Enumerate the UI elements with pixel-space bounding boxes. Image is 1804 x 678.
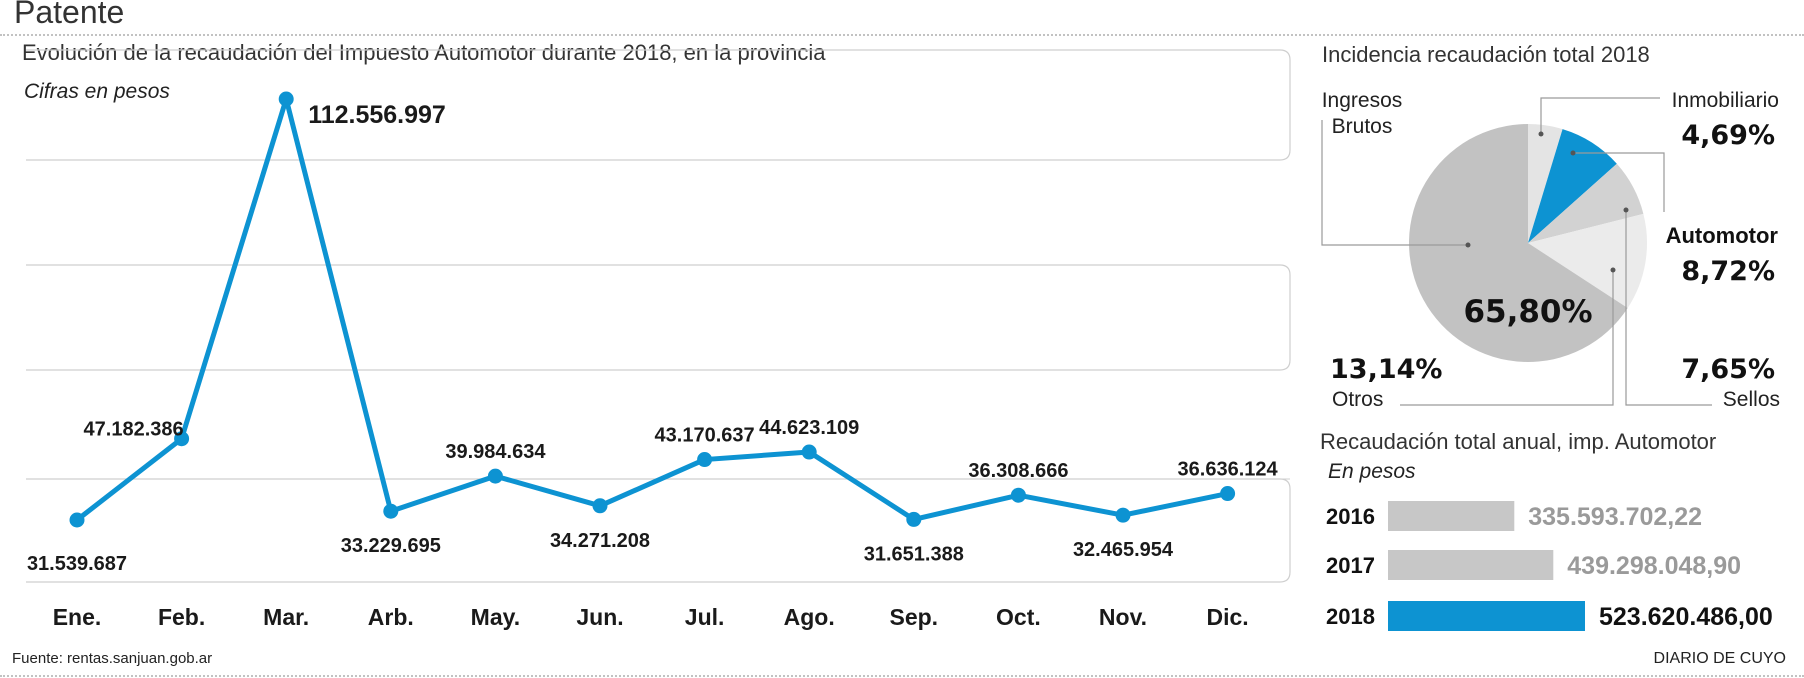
x-tick-label: Dic. [1207, 604, 1249, 630]
leader-line [1540, 97, 1660, 134]
line-point-ago [801, 444, 817, 460]
x-tick-label: Nov. [1099, 604, 1147, 630]
pie-pct-ingresos-brutos: 65,80% [1463, 294, 1592, 330]
data-label: 36.308.666 [968, 460, 1068, 482]
line-point-dic [1220, 486, 1236, 502]
x-tick-label: Jul. [685, 604, 725, 630]
bar-year-label: 2018 [1326, 604, 1375, 629]
pie-name-ingresos-line2: Brutos [1332, 115, 1393, 138]
line-point-ene [69, 512, 85, 528]
line-point-mar [278, 91, 294, 107]
grid-band [26, 264, 1291, 371]
leader-line [1625, 210, 1712, 406]
pie-slice-otros [1528, 213, 1647, 309]
data-label: 47.182.386 [84, 419, 184, 441]
bar-value-label: 335.593.702,22 [1528, 503, 1702, 531]
leader-dot [1538, 131, 1544, 137]
x-tick-label: Ene. [53, 604, 102, 630]
pie-name-otros: Otros [1332, 388, 1383, 411]
data-label: 33.229.695 [341, 535, 441, 557]
source-note: Fuente: rentas.sanjuan.gob.ar [12, 650, 213, 667]
pie-name-ingresos-line1: Ingresos [1322, 89, 1403, 112]
bar-chart-subtitle: En pesos [1328, 460, 1416, 483]
pie-pct-sellos: 7,65% [1681, 354, 1775, 385]
x-tick-label: Ago. [784, 604, 835, 630]
pie-slice-inmobiliario [1528, 124, 1563, 243]
data-label: 31.539.687 [27, 553, 127, 575]
bar-2018 [1388, 601, 1585, 631]
bar-value-label: 439.298.048,90 [1567, 552, 1741, 580]
data-label: 31.651.388 [864, 543, 964, 565]
data-label: 39.984.634 [445, 441, 546, 463]
pie-pct-inmobiliario: 4,69% [1681, 120, 1775, 151]
bar-2016 [1388, 501, 1515, 531]
leader-line [1321, 120, 1468, 246]
x-tick-label: Jun. [576, 604, 623, 630]
bar-2017 [1388, 550, 1554, 580]
bar-year-label: 2017 [1326, 553, 1375, 578]
leader-line [1400, 270, 1614, 406]
x-tick-label: May. [471, 604, 520, 630]
grid-band [26, 49, 1291, 161]
data-label: 36.636.124 [1178, 459, 1279, 481]
pie-chart-title: Incidencia recaudación total 2018 [1322, 42, 1650, 67]
data-label: 32.465.954 [1073, 539, 1174, 561]
grid-band [26, 478, 1291, 583]
line-point-sep [906, 511, 922, 527]
data-label: 44.623.109 [759, 417, 859, 439]
pie-slice-sellos [1528, 163, 1644, 243]
pie-slice-ingresos-brutos [1409, 124, 1628, 362]
pie-name-automotor: Automotor [1666, 223, 1779, 248]
bar-year-label: 2016 [1326, 504, 1375, 529]
x-tick-label: Mar. [263, 604, 309, 630]
leader-line [1573, 152, 1665, 212]
data-label: 43.170.637 [655, 425, 755, 447]
pie-name-inmobiliario: Inmobiliario [1672, 89, 1779, 112]
line-point-jul [697, 452, 713, 468]
pie-pct-otros: 13,14% [1330, 354, 1442, 385]
line-point-nov [1115, 507, 1131, 523]
x-tick-label: Sep. [890, 604, 939, 630]
pie-pct-automotor: 8,72% [1681, 256, 1775, 287]
line-chart-subtitle: Cifras en pesos [24, 80, 170, 103]
pie-name-sellos: Sellos [1723, 388, 1780, 411]
line-chart-title: Evolución de la recaudación del Impuesto… [22, 40, 834, 66]
leader-dot [1623, 207, 1629, 213]
data-label: 112.556.997 [308, 101, 446, 129]
leader-dot [1610, 267, 1616, 273]
line-point-may [487, 468, 503, 484]
x-tick-label: Feb. [158, 604, 205, 630]
data-label: 34.271.208 [550, 530, 650, 552]
line-point-arb [383, 503, 399, 519]
line-point-oct [1010, 487, 1026, 503]
line-point-feb [174, 431, 190, 447]
bottom-divider [0, 675, 1804, 677]
bar-chart-title: Recaudación total anual, imp. Automotor [1320, 429, 1717, 454]
x-tick-label: Arb. [368, 604, 414, 630]
leader-dot [1465, 242, 1471, 248]
line-series [74, 96, 1231, 523]
top-divider [0, 34, 1804, 36]
leader-dot [1570, 150, 1576, 156]
pie-slice-automotor [1528, 129, 1617, 243]
line-point-jun [592, 498, 608, 514]
brand-logo-text: DIARIO DE CUYO [1653, 650, 1786, 667]
bar-value-label: 523.620.486,00 [1599, 603, 1773, 631]
page-title: Patente [14, 0, 125, 30]
x-tick-label: Oct. [996, 604, 1041, 630]
